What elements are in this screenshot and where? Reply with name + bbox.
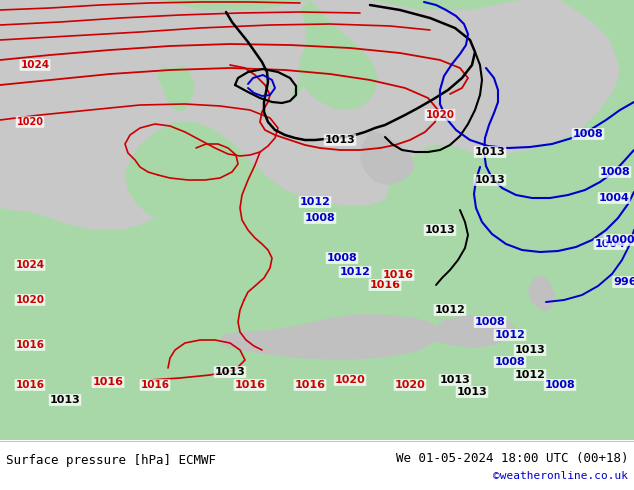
Text: 1013: 1013 bbox=[515, 345, 545, 355]
Text: 1012: 1012 bbox=[299, 197, 330, 207]
Text: 1016: 1016 bbox=[370, 280, 401, 290]
Text: 1016: 1016 bbox=[295, 380, 325, 390]
Text: 1008: 1008 bbox=[545, 380, 576, 390]
Text: 1008: 1008 bbox=[600, 167, 630, 177]
Text: 1020: 1020 bbox=[394, 380, 425, 390]
Polygon shape bbox=[164, 65, 195, 112]
Text: Surface pressure [hPa] ECMWF: Surface pressure [hPa] ECMWF bbox=[6, 454, 216, 466]
Text: 1013: 1013 bbox=[475, 147, 505, 157]
Text: 1008: 1008 bbox=[573, 129, 604, 139]
Text: 1016: 1016 bbox=[15, 380, 44, 390]
Text: 1008: 1008 bbox=[495, 357, 526, 367]
Polygon shape bbox=[292, 80, 304, 100]
Polygon shape bbox=[0, 0, 620, 230]
Text: 1008: 1008 bbox=[327, 253, 358, 263]
Text: 1013: 1013 bbox=[215, 367, 245, 377]
Text: 1024: 1024 bbox=[20, 60, 49, 70]
Text: 1016: 1016 bbox=[235, 380, 266, 390]
Text: 1012: 1012 bbox=[434, 305, 465, 315]
Text: 1008: 1008 bbox=[475, 317, 505, 327]
Text: 1000: 1000 bbox=[605, 235, 634, 245]
Polygon shape bbox=[0, 0, 634, 440]
Text: 1020: 1020 bbox=[16, 117, 44, 127]
Text: 1012: 1012 bbox=[495, 330, 526, 340]
Text: 1013: 1013 bbox=[325, 135, 356, 145]
Polygon shape bbox=[360, 130, 415, 185]
Text: 1016: 1016 bbox=[141, 380, 169, 390]
Text: 1020: 1020 bbox=[15, 295, 44, 305]
Text: 1024: 1024 bbox=[15, 260, 44, 270]
Text: 1016: 1016 bbox=[382, 270, 413, 280]
Polygon shape bbox=[220, 314, 440, 360]
Text: 1020: 1020 bbox=[335, 375, 365, 385]
Polygon shape bbox=[528, 275, 555, 312]
Text: 1012: 1012 bbox=[515, 370, 545, 380]
Text: 1012: 1012 bbox=[340, 267, 370, 277]
Text: We 01-05-2024 18:00 UTC (00+18): We 01-05-2024 18:00 UTC (00+18) bbox=[396, 451, 628, 465]
Polygon shape bbox=[430, 315, 515, 348]
Text: 1016: 1016 bbox=[93, 377, 124, 387]
Text: 1004: 1004 bbox=[595, 239, 625, 249]
Text: 1016: 1016 bbox=[15, 340, 44, 350]
Text: 996: 996 bbox=[613, 277, 634, 287]
Text: 1013: 1013 bbox=[456, 387, 488, 397]
Polygon shape bbox=[298, 0, 378, 110]
Text: 1013: 1013 bbox=[475, 175, 505, 185]
Text: 1013: 1013 bbox=[425, 225, 455, 235]
Text: 1013: 1013 bbox=[49, 395, 81, 405]
Text: 1020: 1020 bbox=[425, 110, 455, 120]
Polygon shape bbox=[0, 0, 634, 240]
Text: 1004: 1004 bbox=[598, 193, 630, 203]
Polygon shape bbox=[158, 66, 172, 95]
Text: 1013: 1013 bbox=[439, 375, 470, 385]
Text: 1008: 1008 bbox=[304, 213, 335, 223]
Text: ©weatheronline.co.uk: ©weatheronline.co.uk bbox=[493, 471, 628, 481]
